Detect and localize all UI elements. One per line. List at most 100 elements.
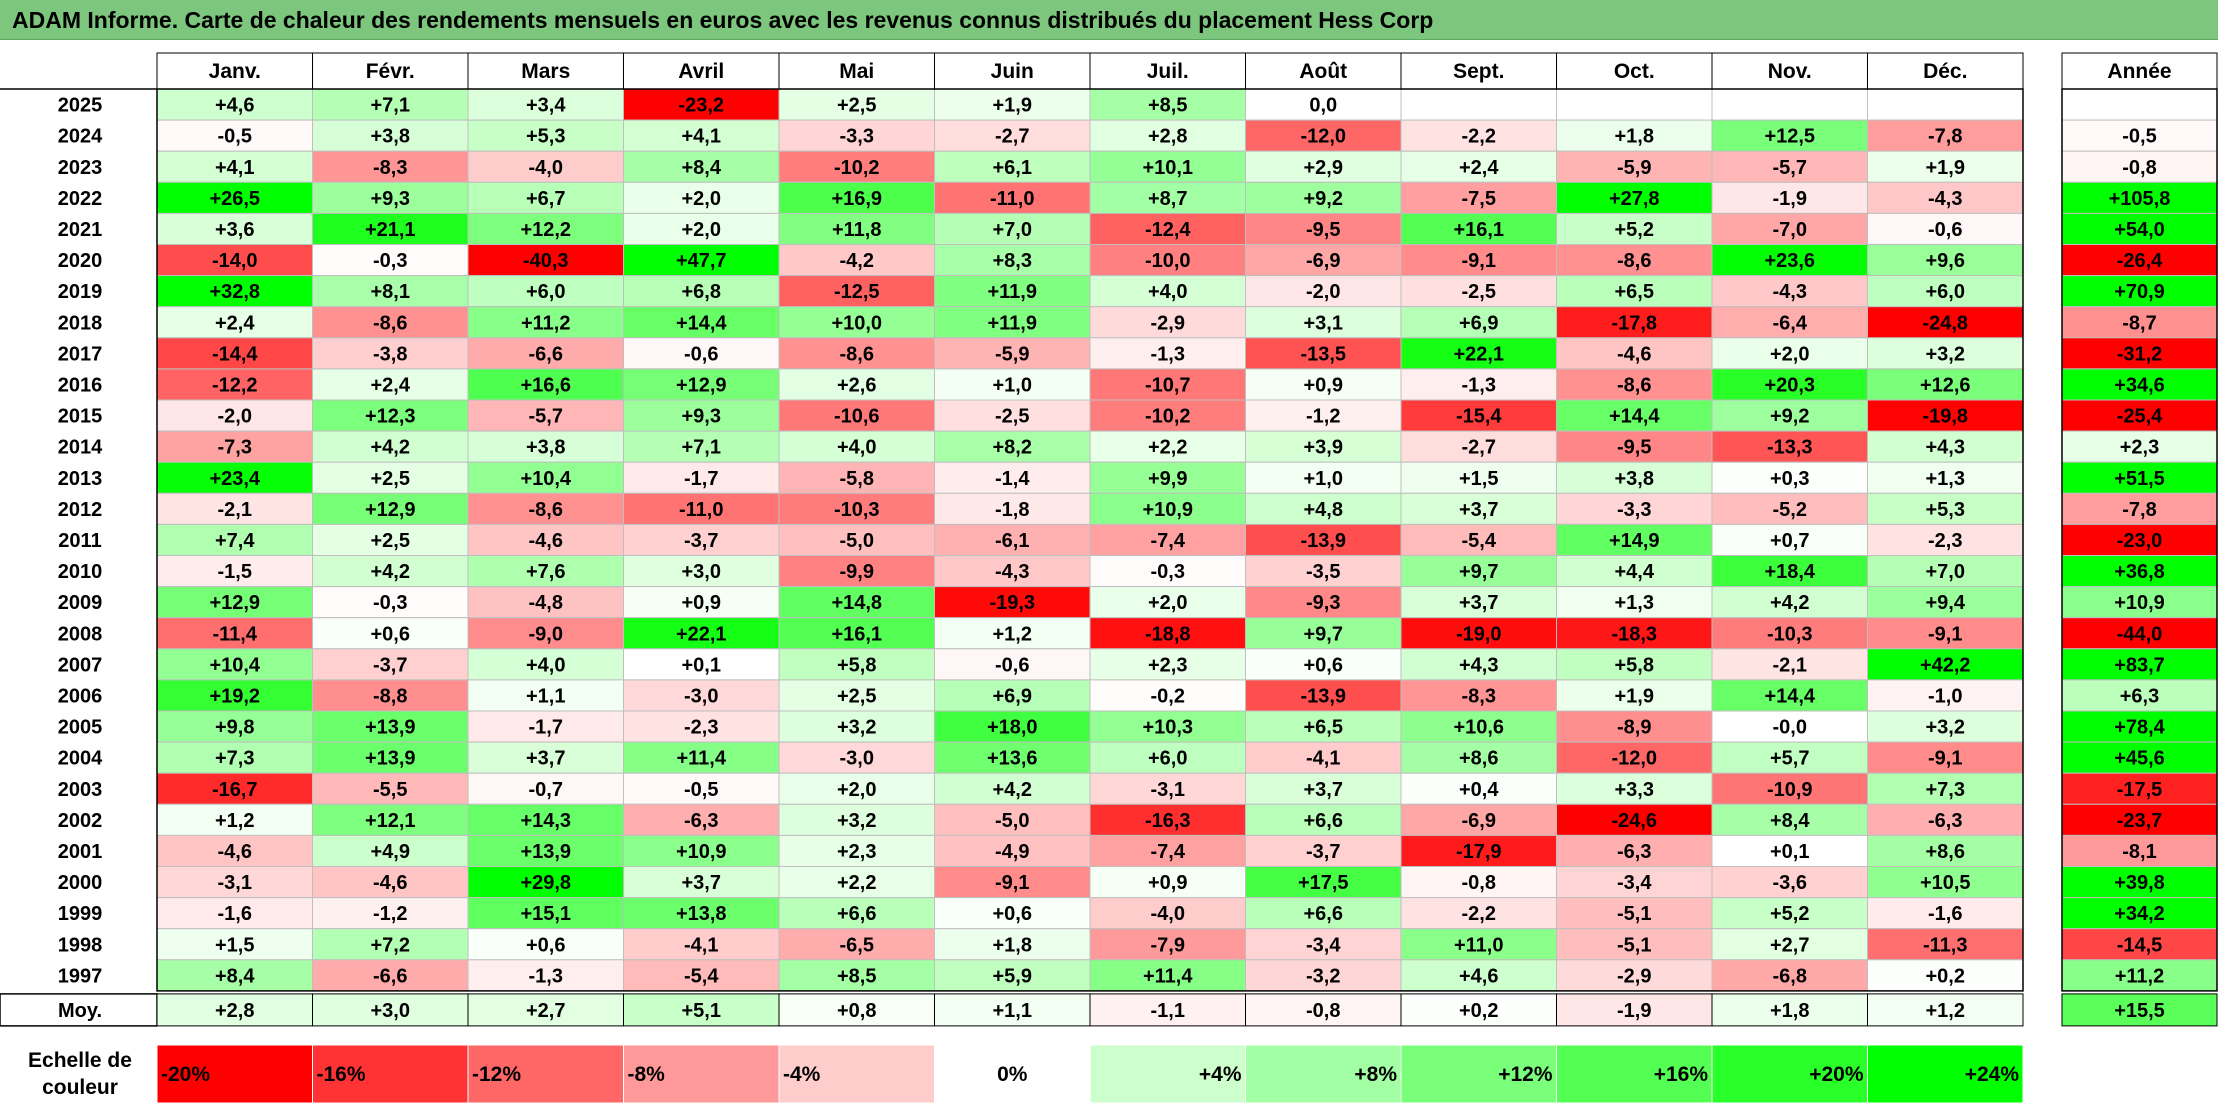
heatmap-cell	[623, 88, 780, 121]
heatmap-cell-value: -0,5	[684, 779, 718, 801]
heatmap-cell-value: -8,6	[529, 499, 563, 521]
row-year-label: 2009	[58, 592, 103, 614]
heatmap-cell-value: -2,0	[218, 406, 252, 428]
heatmap-cell	[1245, 275, 1402, 308]
heatmap-cell-value: -10,2	[834, 157, 880, 179]
heatmap-cell-value: -7,9	[1151, 934, 1185, 956]
heatmap-cell-value: +10,5	[1920, 872, 1971, 894]
heatmap-cell-value: -11,3	[1923, 934, 1967, 956]
heatmap-cell	[1867, 88, 2024, 121]
column-header-cell	[1867, 52, 2024, 90]
heatmap-cell-value: -9,1	[1462, 250, 1496, 272]
heatmap-cell-value: -15,4	[1456, 406, 1502, 428]
year-header-cell	[2061, 52, 2218, 90]
heatmap-cell-value: +4,3	[1459, 654, 1498, 676]
heatmap-cell	[1711, 461, 1868, 494]
heatmap-cell-value: -5,7	[529, 406, 563, 428]
heatmap-cell-value: +42,2	[1920, 654, 1971, 676]
heatmap-cell-value: -6,5	[840, 934, 874, 956]
heatmap-cell-value: +2,0	[837, 779, 876, 801]
heatmap-cell	[1711, 834, 1868, 868]
heatmap-cell-value: -13,5	[1300, 343, 1346, 365]
heatmap-cell	[623, 368, 780, 401]
heatmap-cell-value: +16,1	[831, 623, 882, 645]
heatmap-cell-value: +3,3	[1615, 779, 1654, 801]
heatmap-cell	[467, 150, 624, 183]
column-header-cell	[1556, 52, 1713, 90]
heatmap-cell-value: -1,2	[1306, 406, 1340, 428]
heatmap-cell-value: -9,1	[1928, 748, 1962, 770]
row-year-label: 2014	[58, 437, 103, 459]
heatmap-cell-value: -1,0	[1928, 685, 1962, 707]
heatmap-cell-value: +4,8	[1304, 499, 1343, 521]
heatmap-cell	[1556, 492, 1713, 525]
column-header-label: Déc.	[1923, 60, 1967, 83]
scale-swatch	[1711, 1044, 1868, 1104]
heatmap-cell	[623, 492, 780, 525]
heatmap-cell-value: +47,7	[676, 250, 727, 272]
average-cell-value: +0,8	[837, 1000, 876, 1022]
heatmap-cell-value: +19,2	[209, 685, 260, 707]
heatmap-cell	[778, 555, 935, 588]
heatmap-cell	[1245, 959, 1402, 992]
heatmap-cell-value: +3,6	[215, 219, 254, 241]
heatmap-cell-value: +4,2	[1770, 592, 1809, 614]
heatmap-cell-value: -3,8	[373, 343, 407, 365]
heatmap-cell-value: -16,7	[212, 779, 258, 801]
column-header-cell	[934, 52, 1091, 90]
heatmap-cell	[1556, 461, 1713, 494]
scale-stop-label: 0%	[997, 1063, 1028, 1086]
annual-cell-value: -25,4	[2117, 406, 2163, 428]
heatmap-cell-value: -13,9	[1300, 685, 1346, 707]
heatmap-cell-value: -2,3	[1928, 530, 1962, 552]
heatmap-cell	[934, 928, 1091, 961]
heatmap-cell	[1089, 150, 1246, 183]
heatmap-cell-value: +8,4	[682, 157, 722, 179]
heatmap-cell-value: -10,7	[1145, 374, 1191, 396]
heatmap-cell	[1089, 461, 1246, 494]
heatmap-cell-value: -3,2	[1306, 965, 1340, 987]
heatmap-cell	[467, 337, 624, 370]
row-year-label: 1997	[58, 965, 103, 987]
heatmap-cell-value: +0,7	[1770, 530, 1809, 552]
average-cell	[623, 993, 780, 1027]
heatmap-cell	[778, 648, 935, 681]
average-cell-value: -0,8	[1306, 1000, 1340, 1022]
heatmap-cell-value: -2,1	[1773, 654, 1807, 676]
heatmap-cell	[467, 555, 624, 588]
heatmap-cell	[467, 586, 624, 619]
heatmap-cell	[778, 492, 935, 525]
heatmap-cell-value: +16,6	[520, 374, 571, 396]
heatmap-cell-value: +7,3	[1926, 779, 1965, 801]
heatmap-cell	[778, 306, 935, 339]
heatmap-cell	[1556, 772, 1713, 805]
heatmap-cell-value: -3,7	[684, 530, 718, 552]
heatmap-cell-value: +3,2	[837, 717, 876, 739]
heatmap-cell-value: +8,3	[993, 250, 1032, 272]
heatmap-cell	[1867, 648, 2024, 681]
annual-cell	[2061, 617, 2218, 650]
average-cell-value: +3,0	[371, 1000, 410, 1022]
heatmap-cell-value: -9,9	[840, 561, 874, 583]
annual-cell	[2061, 492, 2218, 525]
heatmap-cell-value: -9,5	[1306, 219, 1340, 241]
heatmap-cell-value: -9,5	[1617, 437, 1651, 459]
column-header-cell	[778, 52, 935, 90]
heatmap-cell	[1400, 492, 1557, 525]
heatmap-cell-value: +2,2	[837, 872, 876, 894]
column-header-label: Avril	[678, 60, 724, 83]
heatmap-cell	[1089, 523, 1246, 557]
heatmap-cell-value: +2,4	[215, 312, 255, 334]
heatmap-cell-value: -6,6	[373, 965, 407, 987]
heatmap-cell-value: +27,8	[1609, 188, 1660, 210]
heatmap-cell-value: +10,9	[676, 841, 727, 863]
heatmap-cell-value: +20,3	[1764, 374, 1815, 396]
heatmap-cell-value: -5,4	[684, 965, 719, 987]
heatmap-cell	[1711, 772, 1868, 805]
average-annual-value: +15,5	[2114, 1000, 2165, 1022]
heatmap-cell-value: +1,1	[526, 685, 565, 707]
heatmap-cell	[1867, 492, 2024, 525]
heatmap-cell-value: +1,8	[1615, 126, 1654, 148]
heatmap-cell-value: +14,3	[520, 810, 571, 832]
heatmap-cell-value: -12,4	[1145, 219, 1191, 241]
